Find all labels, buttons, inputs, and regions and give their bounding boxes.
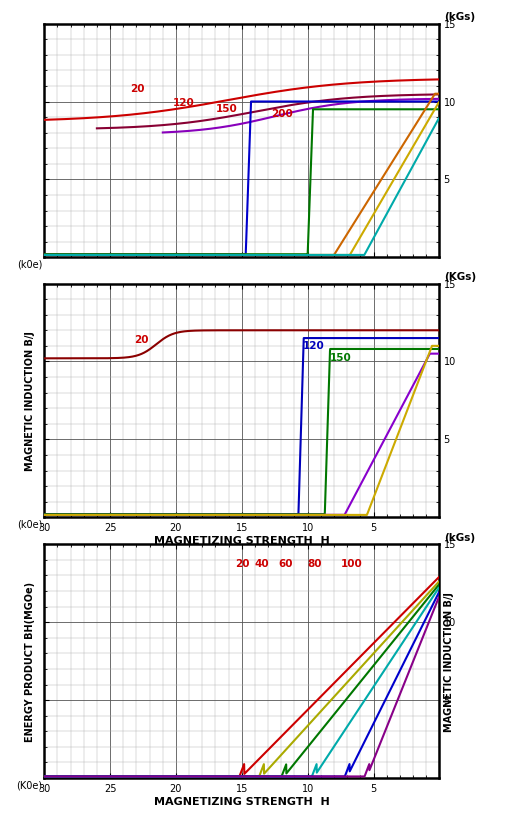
- Text: 150: 150: [330, 352, 352, 363]
- Text: 5: 5: [444, 175, 450, 185]
- Y-axis label: ENERGY PRODUCT BH(MGOe): ENERGY PRODUCT BH(MGOe): [25, 581, 35, 741]
- Text: (k0e): (k0e): [17, 259, 42, 269]
- Y-axis label: MAGNETIC INDUCTION B/J: MAGNETIC INDUCTION B/J: [444, 591, 453, 731]
- Text: 15: 15: [444, 540, 456, 550]
- Text: 10: 10: [444, 97, 456, 107]
- Text: 5: 5: [444, 695, 450, 705]
- Text: (KGs): (KGs): [444, 272, 476, 282]
- Text: 100: 100: [341, 559, 362, 568]
- Text: 5: 5: [444, 435, 450, 445]
- Text: 60: 60: [279, 559, 293, 568]
- Text: 20: 20: [134, 334, 148, 345]
- Text: 40: 40: [255, 559, 269, 568]
- Text: 120: 120: [173, 98, 195, 108]
- X-axis label: MAGNETIZING STRENGTH  H: MAGNETIZING STRENGTH H: [154, 536, 330, 545]
- Text: 20: 20: [235, 559, 250, 568]
- Text: 10: 10: [444, 357, 456, 367]
- Y-axis label: MAGNETIC INDUCTION B/J: MAGNETIC INDUCTION B/J: [25, 331, 35, 471]
- Text: 10: 10: [444, 618, 456, 627]
- Text: (kGs): (kGs): [444, 532, 475, 542]
- Text: (kGs): (kGs): [444, 12, 475, 22]
- Text: 80: 80: [308, 559, 322, 568]
- X-axis label: MAGNETIZING STRENGTH  H: MAGNETIZING STRENGTH H: [154, 796, 330, 806]
- Text: 15: 15: [444, 279, 456, 289]
- Text: 20: 20: [130, 84, 145, 94]
- Text: 150: 150: [215, 104, 237, 114]
- Text: 15: 15: [444, 20, 456, 29]
- Text: 200: 200: [271, 108, 293, 119]
- Text: (k0e): (k0e): [17, 518, 42, 529]
- Text: 120: 120: [303, 341, 324, 351]
- Text: (K0e): (K0e): [16, 779, 42, 790]
